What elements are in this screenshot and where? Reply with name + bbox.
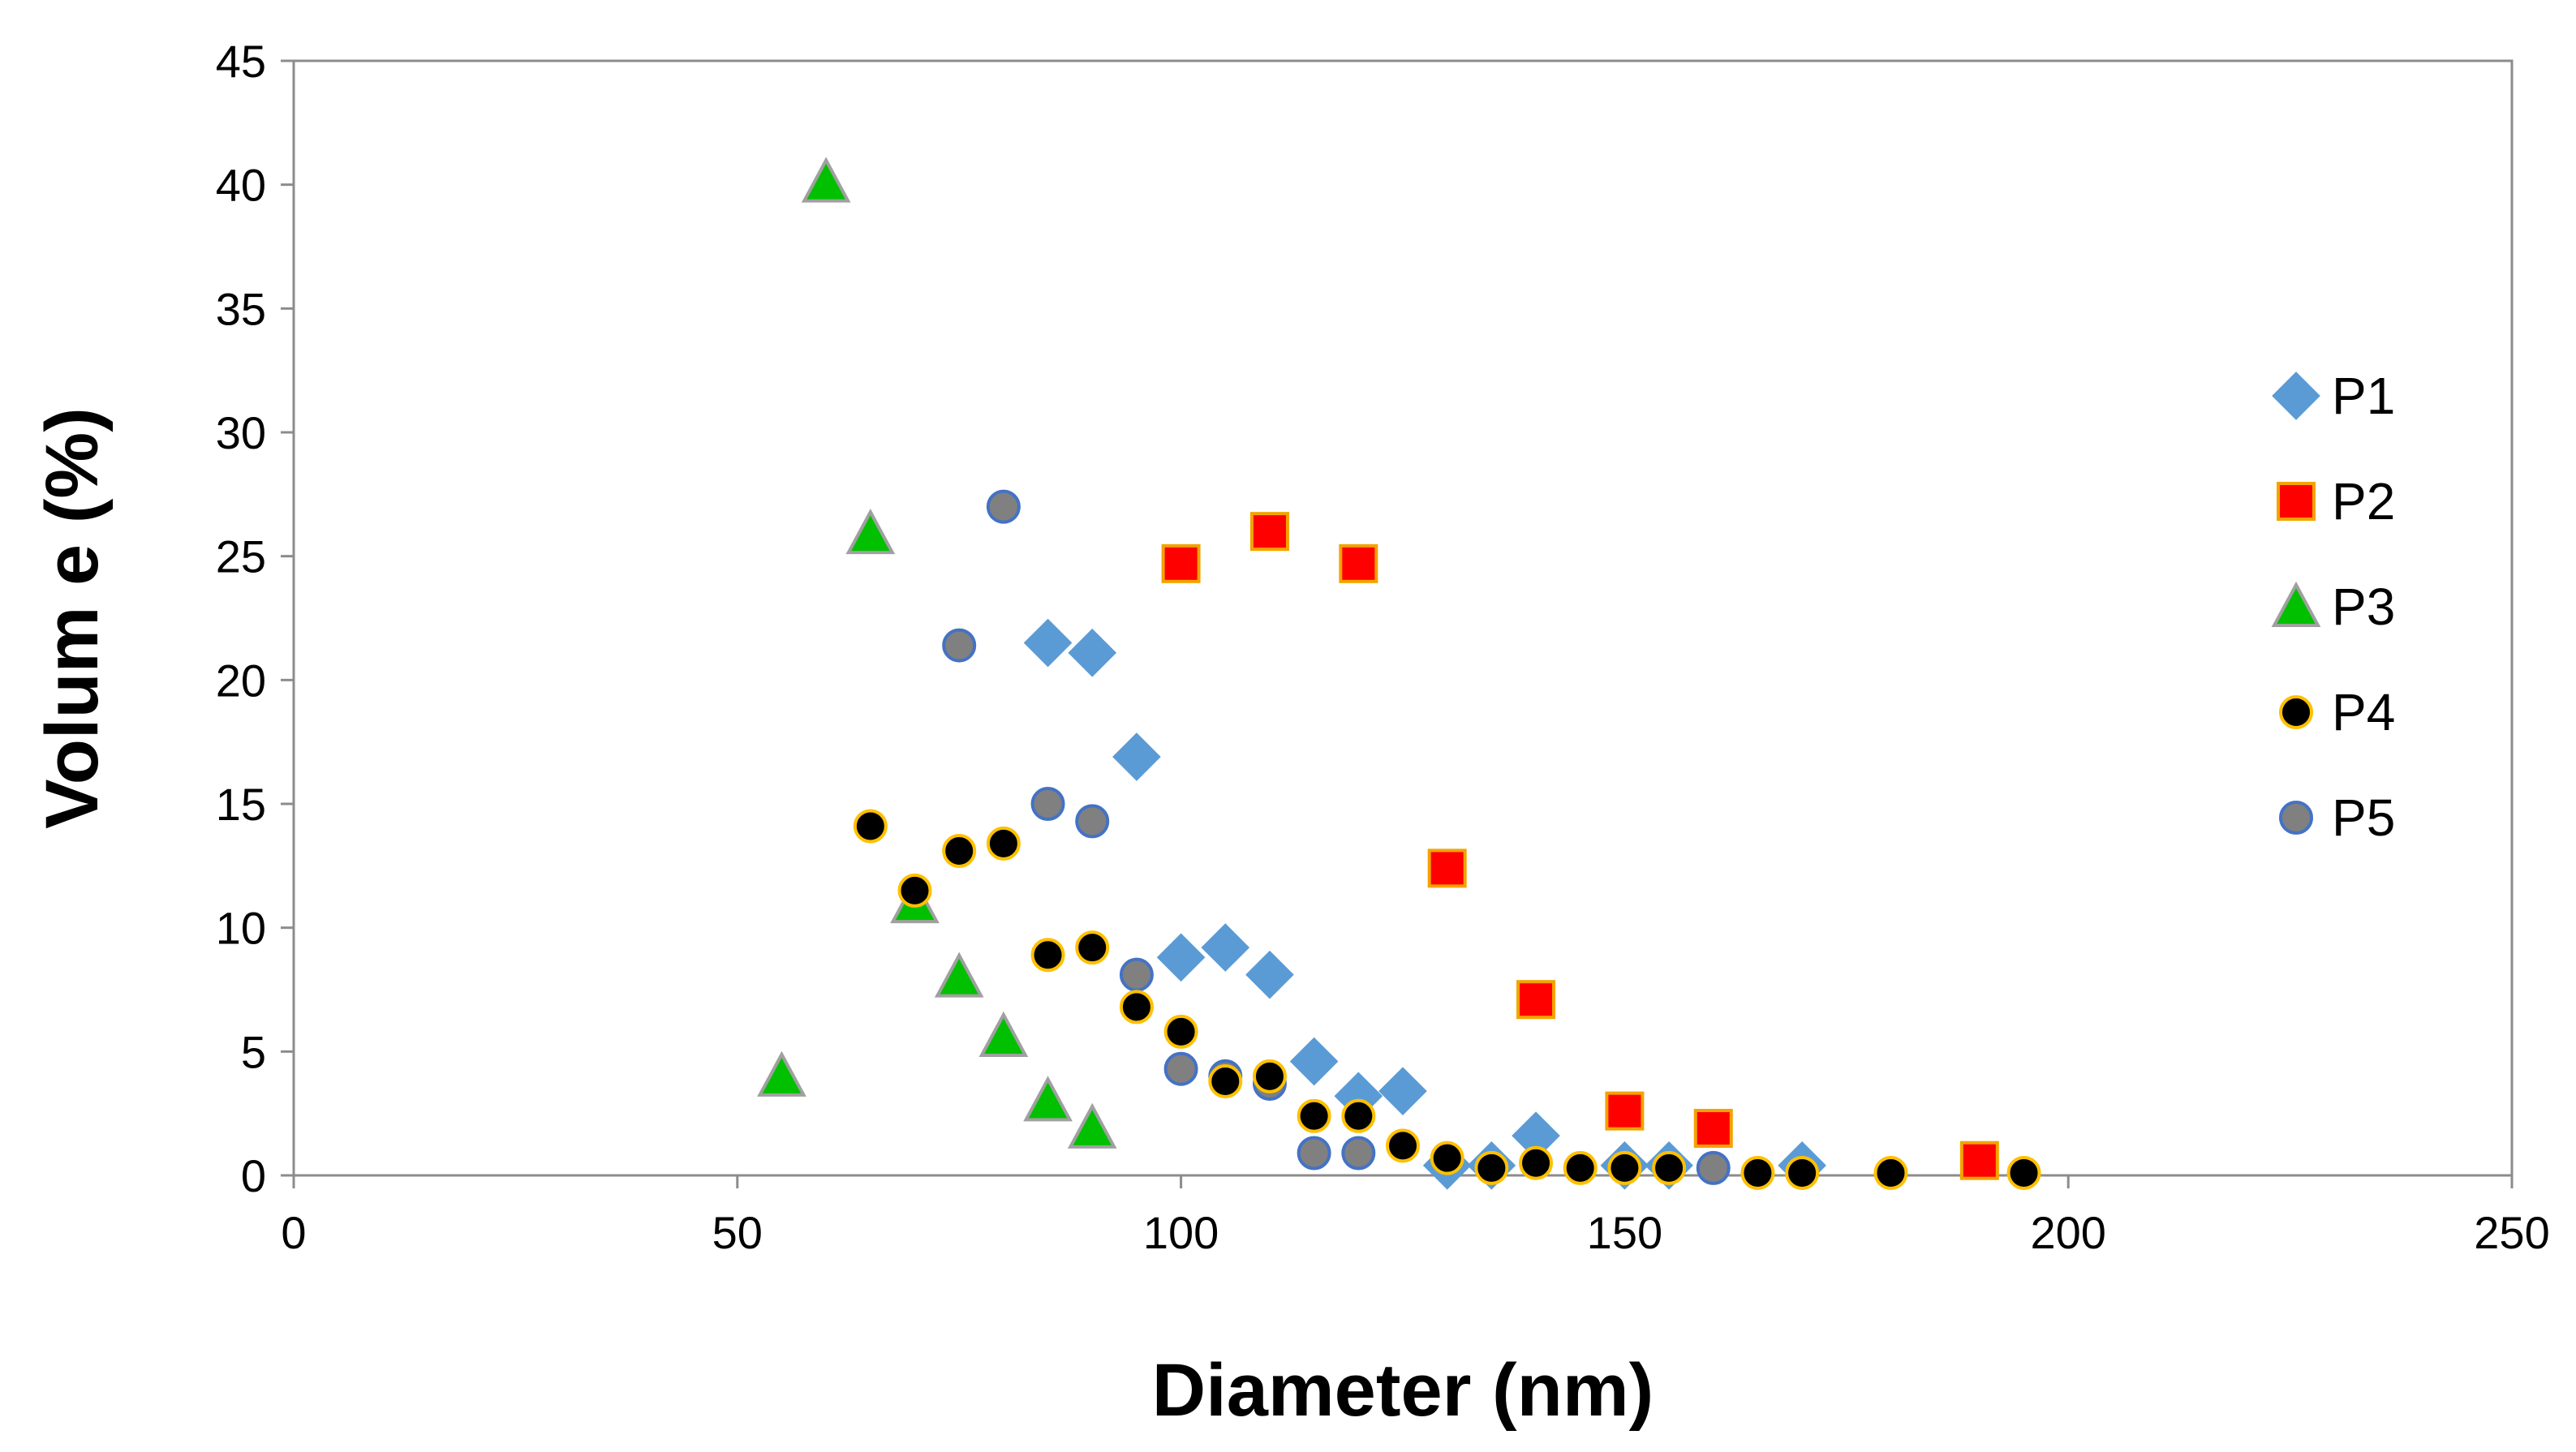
y-tick-label: 35 xyxy=(216,283,266,334)
data-point-p1 xyxy=(1112,732,1161,781)
data-marks xyxy=(757,157,2041,1190)
data-point-p1 xyxy=(1068,628,1117,677)
x-tick-label: 150 xyxy=(1587,1207,1662,1258)
x-tick-label: 250 xyxy=(2474,1207,2549,1258)
data-point-p4 xyxy=(1030,938,1065,973)
data-point-p4 xyxy=(1785,1155,1820,1190)
data-point-p4 xyxy=(1519,1145,1554,1180)
legend-item-p1: P1 xyxy=(2272,367,2395,425)
series-p2 xyxy=(1161,512,1999,1180)
data-point-p2 xyxy=(1693,1108,1733,1148)
data-point-p1 xyxy=(1023,618,1073,668)
data-point-p4 xyxy=(1430,1141,1464,1175)
data-point-p4 xyxy=(853,809,888,844)
legend-marker-p1 xyxy=(2272,372,2320,420)
data-point-p5 xyxy=(1119,957,1154,992)
data-point-p4 xyxy=(897,873,932,908)
legend-label-p5: P5 xyxy=(2332,788,2395,847)
y-tick-label: 25 xyxy=(216,531,266,582)
data-point-p4 xyxy=(1474,1150,1509,1185)
data-point-p1 xyxy=(1201,923,1250,972)
data-point-p2 xyxy=(1516,980,1556,1020)
data-point-p2 xyxy=(1339,543,1378,583)
legend-marker-p4 xyxy=(2279,695,2313,729)
data-point-p3 xyxy=(978,1011,1029,1057)
x-axis-title: Diameter (nm) xyxy=(1152,1349,1654,1432)
data-point-p2 xyxy=(1605,1091,1645,1131)
y-tick-label: 10 xyxy=(216,903,266,954)
y-tick-label: 30 xyxy=(216,407,266,458)
data-point-p4 xyxy=(1607,1150,1642,1185)
data-point-p4 xyxy=(2006,1155,2041,1190)
y-tick-label: 15 xyxy=(216,779,266,830)
data-point-p5 xyxy=(1297,1136,1331,1171)
legend-item-p5: P5 xyxy=(2279,788,2395,847)
data-point-p5 xyxy=(986,489,1021,524)
data-point-p4 xyxy=(942,834,977,869)
data-point-p2 xyxy=(1161,543,1201,583)
data-point-p2 xyxy=(1249,512,1289,552)
data-point-p3 xyxy=(757,1050,806,1097)
data-point-p4 xyxy=(1563,1150,1598,1185)
data-point-p5 xyxy=(1341,1136,1376,1171)
legend-item-p4: P4 xyxy=(2279,683,2395,741)
axes: 0 5 10 15 20 25 30 35 40 45 0 50 100 150 200 250 xyxy=(216,36,2550,1258)
data-point-p4 xyxy=(1252,1059,1287,1093)
data-point-p5 xyxy=(942,628,977,663)
y-tick-label: 45 xyxy=(216,36,266,87)
data-point-p3 xyxy=(1023,1076,1073,1122)
data-point-p4 xyxy=(1652,1150,1687,1185)
legend-marker-p5 xyxy=(2279,801,2313,835)
data-point-p2 xyxy=(1427,848,1467,888)
x-tick-label: 50 xyxy=(712,1207,763,1258)
x-tick-label: 0 xyxy=(281,1207,306,1258)
data-point-p4 xyxy=(1297,1098,1331,1133)
data-point-p4 xyxy=(986,826,1021,861)
legend-label-p3: P3 xyxy=(2332,578,2395,636)
legend-item-p2: P2 xyxy=(2277,472,2395,531)
data-point-p1 xyxy=(1156,933,1206,982)
legend-marker-p2 xyxy=(2277,482,2316,521)
data-point-p5 xyxy=(1075,804,1110,839)
data-point-p4 xyxy=(1740,1155,1775,1190)
y-tick-label: 20 xyxy=(216,655,266,706)
x-tick-label: 100 xyxy=(1143,1207,1219,1258)
data-point-p4 xyxy=(1386,1128,1420,1163)
legend-marker-p3 xyxy=(2271,581,2321,627)
y-tick-label: 0 xyxy=(241,1150,266,1201)
y-axis-title: Volum e (%) xyxy=(31,407,114,829)
data-point-p3 xyxy=(934,952,984,998)
data-point-p4 xyxy=(1075,930,1110,965)
data-point-p4 xyxy=(1119,990,1154,1025)
y-tick-label: 5 xyxy=(241,1026,266,1077)
data-point-p2 xyxy=(1959,1141,1999,1180)
data-point-p3 xyxy=(845,508,896,555)
legend-label-p2: P2 xyxy=(2332,472,2395,531)
series-p4 xyxy=(853,809,2041,1190)
data-point-p5 xyxy=(1696,1150,1731,1185)
data-point-p5 xyxy=(1030,787,1065,821)
legend-label-p4: P4 xyxy=(2332,683,2395,741)
data-point-p4 xyxy=(1341,1098,1376,1133)
data-point-p1 xyxy=(1378,1067,1427,1116)
legend-label-p1: P1 xyxy=(2332,367,2395,425)
data-point-p3 xyxy=(1067,1102,1117,1149)
y-tick-label: 40 xyxy=(216,160,266,211)
x-tick-label: 200 xyxy=(2030,1207,2105,1258)
data-point-p5 xyxy=(1163,1051,1198,1086)
legend-item-p3: P3 xyxy=(2271,578,2395,636)
data-point-p3 xyxy=(801,157,851,203)
legend: P1 P2 P3 P4 P5 xyxy=(2271,367,2395,847)
data-point-p1 xyxy=(1289,1037,1339,1086)
data-point-p4 xyxy=(1208,1063,1243,1098)
data-point-p1 xyxy=(1245,950,1294,999)
data-point-p4 xyxy=(1873,1155,1908,1190)
data-point-p4 xyxy=(1163,1014,1198,1049)
